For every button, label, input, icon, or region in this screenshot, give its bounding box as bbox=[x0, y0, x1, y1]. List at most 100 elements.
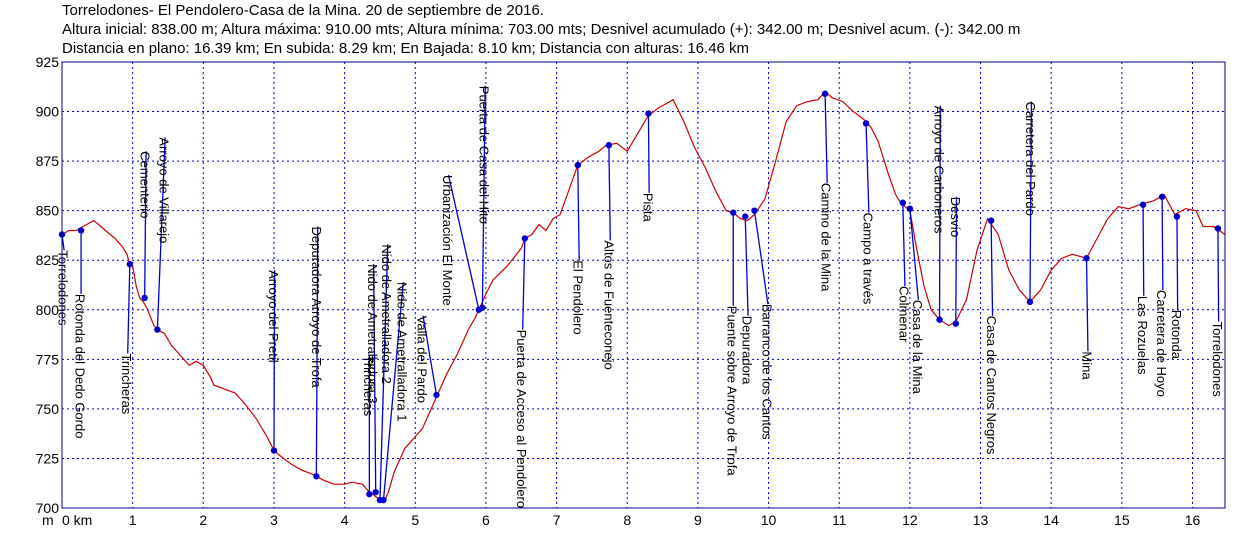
waypoint-leader-line bbox=[315, 226, 319, 477]
waypoint-7: Trincheras bbox=[361, 355, 376, 498]
profile-layer bbox=[61, 90, 1226, 503]
waypoint-label: Nido de Ametralladora 1 bbox=[395, 282, 410, 421]
waypoint-leader-line bbox=[1142, 204, 1145, 296]
waypoint-label: Carretera del Pardo bbox=[1023, 102, 1038, 216]
elevation-profile-line bbox=[61, 90, 1226, 503]
waypoint-label: Arroyo del Pretil bbox=[266, 270, 281, 363]
waypoint-leader-line bbox=[577, 165, 580, 261]
x-tick-label-6: 6 bbox=[482, 512, 490, 528]
waypoint-marker bbox=[862, 120, 870, 127]
waypoint-marker bbox=[154, 326, 161, 333]
waypoint-label: Nido de Ametralladora 3 bbox=[365, 264, 380, 403]
waypoint-leader-line bbox=[127, 264, 131, 354]
waypoint-marker bbox=[372, 488, 379, 496]
waypoint-label: Trincheras bbox=[361, 355, 376, 416]
waypoint-22: Campo a través bbox=[860, 120, 875, 305]
waypoint-label: Arroyo de Carboneros bbox=[932, 106, 947, 234]
waypoint-label: Carretera de Hoyo bbox=[1154, 290, 1169, 397]
waypoint-19: Depuradora bbox=[739, 213, 754, 385]
chart-title: Torrelodones- El Pendolero-Casa de la Mi… bbox=[62, 2, 544, 19]
waypoint-marker bbox=[433, 391, 440, 399]
waypoint-label: Camino de la Mina bbox=[819, 183, 834, 292]
waypoint-label: Barranco de los Cantos bbox=[759, 304, 774, 440]
waypoint-label: Altos de Fuenteconejo bbox=[602, 240, 617, 369]
waypoint-label: Casa de la Mina bbox=[910, 300, 925, 395]
waypoint-marker bbox=[1083, 255, 1090, 262]
y-tick-label-900: 900 bbox=[36, 104, 60, 120]
plot-frame bbox=[61, 61, 1226, 509]
waypoint-25: Arroyo de Carboneros bbox=[932, 105, 947, 323]
waypoint-leader-line bbox=[372, 264, 377, 493]
x-tick-label-5: 5 bbox=[411, 512, 419, 528]
waypoint-26: Desvío bbox=[948, 196, 963, 327]
waypoint-marker bbox=[1173, 213, 1181, 220]
waypoint-marker bbox=[366, 490, 373, 498]
waypoint-marker bbox=[141, 294, 148, 302]
waypoint-marker bbox=[936, 316, 943, 323]
waypoint-label: Urbanización El Monte bbox=[440, 175, 455, 306]
waypoint-marker bbox=[751, 207, 758, 214]
waypoint-27: Casa de Cantos Negros bbox=[984, 217, 999, 455]
waypoint-leader-line bbox=[1085, 258, 1089, 352]
waypoint-label: Rotonda bbox=[1169, 310, 1184, 360]
waypoint-13: Puerta de Casa del Hito bbox=[477, 85, 492, 311]
waypoint-label: Trincheras bbox=[119, 353, 134, 414]
x-tick-label-8: 8 bbox=[623, 512, 631, 528]
grid-lines bbox=[62, 62, 1225, 508]
waypoint-17: Pista bbox=[641, 110, 656, 222]
waypoint-30: Las Rozuelas bbox=[1135, 201, 1150, 375]
chart-subtitle-distances: Distancia en plano: 16.39 km; En subida:… bbox=[62, 40, 750, 57]
waypoint-label: Campo a través bbox=[860, 213, 875, 305]
waypoint-marker bbox=[645, 110, 652, 117]
waypoint-leader-line bbox=[824, 93, 828, 183]
waypoint-label: Torrelodones bbox=[56, 250, 71, 326]
waypoint-marker bbox=[821, 90, 829, 97]
waypoint-leader-line bbox=[902, 202, 906, 287]
waypoint-label: Casa de Cantos Negros bbox=[984, 316, 999, 455]
y-tick-label-875: 875 bbox=[36, 153, 60, 169]
waypoint-marker bbox=[521, 235, 528, 242]
waypoint-marker bbox=[1214, 225, 1222, 232]
x-tick-label-15: 15 bbox=[1114, 512, 1130, 528]
waypoint-leader-line bbox=[1029, 101, 1033, 302]
y-tick-label-825: 825 bbox=[36, 252, 60, 268]
waypoint-5: Arroyo del Pretil bbox=[266, 270, 281, 454]
waypoint-leader-line bbox=[1161, 196, 1164, 290]
y-tick-label-800: 800 bbox=[36, 302, 60, 318]
waypoint-label: Colmenar bbox=[896, 286, 911, 343]
waypoint-label: Arroyo de Villarejo bbox=[157, 137, 172, 243]
waypoint-leader-line bbox=[422, 315, 438, 396]
waypoint-leader-line bbox=[955, 196, 958, 324]
waypoint-label: Desvío bbox=[948, 197, 963, 237]
y-tick-label-775: 775 bbox=[36, 351, 60, 367]
waypoint-leader-line bbox=[990, 220, 994, 316]
waypoint-label: Las Rozuelas bbox=[1135, 296, 1150, 375]
waypoint-marker bbox=[126, 260, 134, 268]
waypoint-leader-line bbox=[753, 210, 769, 304]
x-tick-label-16: 16 bbox=[1185, 512, 1201, 528]
waypoint-4: Arroyo de Villarejo bbox=[154, 137, 172, 333]
waypoint-leader-line bbox=[522, 238, 526, 330]
waypoint-marker bbox=[987, 217, 995, 224]
waypoint-16: Altos de Fuenteconejo bbox=[602, 142, 617, 370]
waypoint-leader-line bbox=[379, 244, 389, 501]
waypoint-label: Valla del Pardo bbox=[414, 316, 429, 403]
waypoint-leader-line bbox=[744, 216, 749, 316]
y-tick-label-725: 725 bbox=[36, 450, 60, 466]
waypoint-18: Puente sobre Arroyo de Trofa bbox=[725, 209, 740, 476]
waypoint-label: Puente sobre Arroyo de Trofa bbox=[725, 306, 740, 477]
waypoint-32: Rotonda bbox=[1169, 213, 1184, 360]
waypoint-leader-line bbox=[1217, 228, 1220, 322]
waypoint-label: El Pendolero bbox=[571, 260, 586, 334]
waypoint-leader-line bbox=[382, 281, 404, 501]
x-tick-label-7: 7 bbox=[553, 512, 561, 528]
waypoint-8: Nido de Ametralladora 3 bbox=[365, 264, 380, 496]
waypoint-marker bbox=[270, 447, 278, 454]
waypoint-6: Depuradora Arroyo de Trofa bbox=[309, 226, 324, 480]
x-tick-label-12: 12 bbox=[902, 512, 918, 528]
waypoint-29: Mina bbox=[1079, 255, 1094, 380]
waypoint-label: Puerta de Casa del Hito bbox=[477, 86, 492, 224]
waypoint-leader-line bbox=[938, 105, 941, 320]
